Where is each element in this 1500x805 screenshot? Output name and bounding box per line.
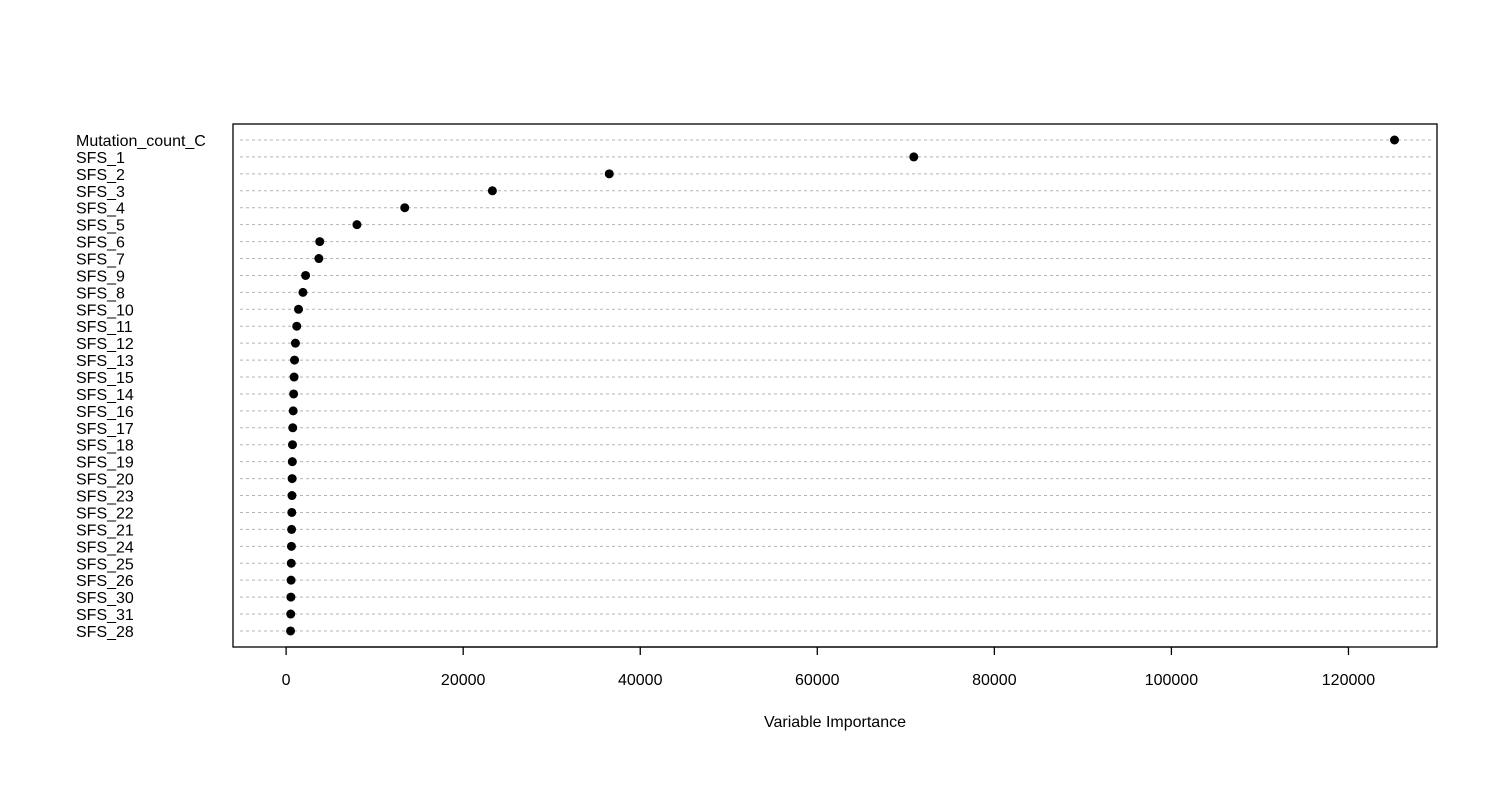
data-point (294, 304, 304, 314)
data-point (290, 338, 300, 348)
category-label: Mutation_count_C (76, 133, 206, 150)
x-tick-label: 20000 (441, 672, 486, 689)
x-tick-label: 80000 (972, 672, 1017, 689)
category-label: SFS_5 (76, 218, 125, 235)
data-point (286, 626, 296, 636)
category-label: SFS_7 (76, 252, 125, 269)
category-label: SFS_24 (76, 539, 134, 556)
category-label: SFS_15 (76, 370, 134, 387)
category-label: SFS_1 (76, 150, 125, 167)
category-label: SFS_25 (76, 556, 134, 573)
data-point (301, 270, 311, 280)
x-tick-label: 100000 (1145, 672, 1198, 689)
category-label: SFS_8 (76, 285, 125, 302)
data-point (288, 423, 298, 433)
category-label: SFS_10 (76, 302, 134, 319)
x-tick-label: 40000 (618, 672, 663, 689)
category-label: SFS_31 (76, 607, 134, 624)
category-label: SFS_3 (76, 184, 125, 201)
category-label: SFS_19 (76, 455, 134, 472)
data-point (287, 507, 297, 517)
data-point (289, 372, 299, 382)
data-points (286, 135, 1400, 636)
category-label: SFS_23 (76, 489, 134, 506)
data-point (286, 575, 296, 585)
data-point (287, 440, 297, 450)
category-label: SFS_20 (76, 472, 134, 489)
data-point (290, 355, 300, 365)
plot-frame (232, 123, 1438, 648)
data-point (314, 254, 324, 264)
category-label: SFS_28 (76, 624, 134, 641)
category-label: SFS_4 (76, 201, 125, 218)
category-label: SFS_14 (76, 387, 134, 404)
data-point (286, 541, 296, 551)
category-label: SFS_30 (76, 590, 134, 607)
category-label: SFS_17 (76, 421, 134, 438)
data-point (352, 220, 362, 230)
data-point (292, 321, 302, 331)
data-point (288, 406, 298, 416)
category-labels: Mutation_count_CSFS_1SFS_2SFS_3SFS_4SFS_… (76, 133, 206, 641)
grid-lines (240, 139, 1431, 632)
data-point (289, 389, 299, 399)
category-label: SFS_26 (76, 573, 134, 590)
category-label: SFS_13 (76, 353, 134, 370)
category-label: SFS_22 (76, 505, 134, 522)
data-point (909, 152, 919, 162)
data-point (287, 474, 297, 484)
data-point (487, 186, 497, 196)
category-label: SFS_12 (76, 336, 134, 353)
data-point (604, 169, 614, 179)
data-point (400, 203, 410, 213)
x-tick-label: 0 (282, 672, 291, 689)
category-label: SFS_11 (76, 319, 133, 336)
data-point (286, 609, 296, 619)
data-point (287, 457, 297, 467)
category-label: SFS_2 (76, 167, 125, 184)
data-point (287, 524, 297, 534)
data-point (287, 491, 297, 501)
data-point (1390, 135, 1400, 145)
data-point (286, 592, 296, 602)
x-axis-title: Variable Importance (764, 714, 906, 731)
x-tick-label: 60000 (795, 672, 840, 689)
category-label: SFS_16 (76, 404, 134, 421)
x-axis: 0 20000 40000 60000 80000 100000 120000 (282, 646, 1375, 689)
category-label: SFS_18 (76, 438, 134, 455)
data-point (315, 237, 325, 247)
category-label: SFS_6 (76, 235, 125, 252)
data-point (286, 558, 296, 568)
data-point (298, 287, 308, 297)
x-tick-label: 120000 (1322, 672, 1375, 689)
category-label: SFS_9 (76, 268, 125, 285)
category-label: SFS_21 (76, 522, 134, 539)
